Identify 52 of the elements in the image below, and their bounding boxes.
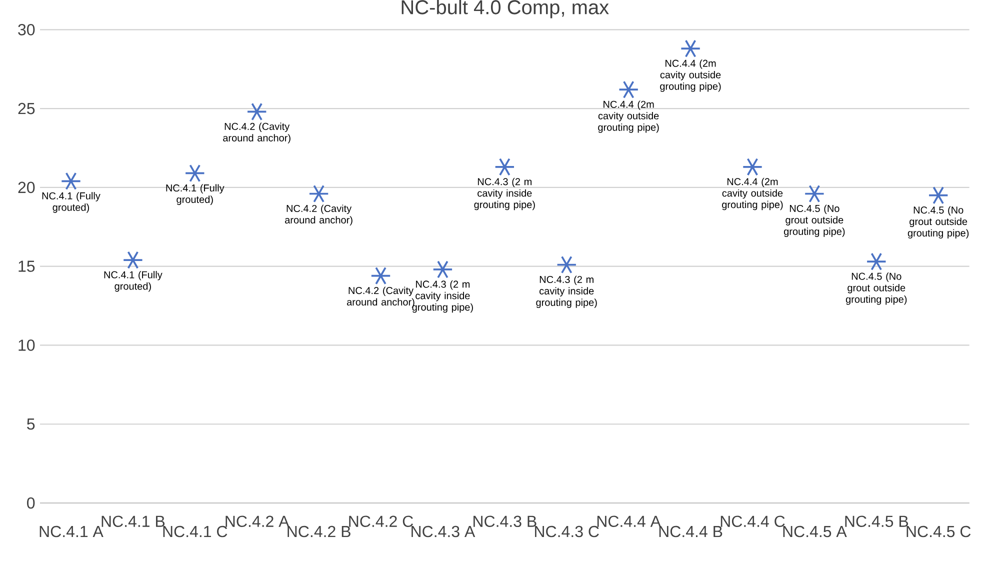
x-tick-label: NC.4.2 C [349, 516, 414, 528]
annotation: NC.4.1 (Fully grouted) [42, 192, 100, 213]
annotation: NC.4.5 (No grout outside grouting pipe) [846, 272, 907, 305]
annotation: NC.4.2 (Cavity around anchor) [285, 204, 352, 226]
point [184, 164, 206, 182]
annotation: NC.4.1 (Fully grouted) [166, 184, 224, 205]
x-tick-label: NC.4.3 A [412, 526, 476, 538]
point [556, 256, 577, 274]
x-tick-label: NC.4.3 B [474, 516, 536, 528]
annotation: NC.4.4 (2m cavity outside grouting pipe) [598, 100, 659, 133]
y-tick-label: 25 [18, 102, 35, 114]
point [494, 158, 515, 176]
annotation: NC.4.5 (No grout outside grouting pipe) [908, 206, 969, 239]
point [804, 184, 825, 203]
x-tick-label: NC.4.1 A [40, 526, 104, 538]
point [246, 102, 268, 121]
annotation: NC.4.5 (No grout outside grouting pipe) [784, 204, 845, 237]
annotation: NC.4.4 (2m cavity outside grouting pipe) [660, 60, 721, 92]
point [928, 186, 949, 204]
point [742, 158, 763, 176]
point [122, 251, 144, 270]
x-tick-label: NC.4.4 A [597, 516, 661, 528]
x-tick-label: NC.4.2 A [226, 516, 290, 528]
y-tick-label: 20 [18, 182, 35, 194]
x-tick-label: NC.4.5 A [783, 526, 847, 538]
y-tick-label: 0 [27, 497, 35, 509]
x-tick-label: NC.4.3 C [535, 526, 599, 538]
x-tick-label: NC.4.4 C [720, 516, 785, 528]
x-tick-label: NC.4.5 C [906, 526, 971, 538]
annotation: NC.4.2 (Cavity around anchor) [346, 286, 414, 308]
y-tick-label: 5 [27, 418, 35, 430]
point [60, 172, 82, 190]
annotation: NC.4.2 (Cavity around anchor) [223, 122, 290, 144]
annotation: NC.4.3 (2 m cavity inside grouting pipe) [474, 178, 535, 210]
annotation: NC.4.4 (2m cavity outside grouting pipe) [722, 178, 783, 210]
x-tick-label: NC.4.1 B [102, 516, 165, 528]
point [370, 266, 392, 285]
annotation: NC.4.3 (2 m cavity inside grouting pipe) [536, 276, 597, 308]
point [618, 80, 639, 99]
x-tick-label: NC.4.4 B [659, 526, 722, 538]
x-tick-label: NC.4.5 B [845, 516, 908, 528]
point [680, 40, 701, 58]
chart-title: NC-bult 4.0 Comp, max [402, 0, 609, 18]
point [866, 252, 887, 271]
y-tick-label: 15 [18, 260, 35, 272]
x-tick-label: NC.4.2 B [288, 526, 350, 538]
point [432, 260, 453, 278]
annotation: NC.4.1 (Fully grouted) [104, 270, 162, 292]
y-tick-label: 30 [18, 24, 35, 36]
y-tick-label: 10 [18, 340, 35, 351]
point [308, 184, 330, 203]
x-tick-label: NC.4.1 C [163, 526, 228, 538]
